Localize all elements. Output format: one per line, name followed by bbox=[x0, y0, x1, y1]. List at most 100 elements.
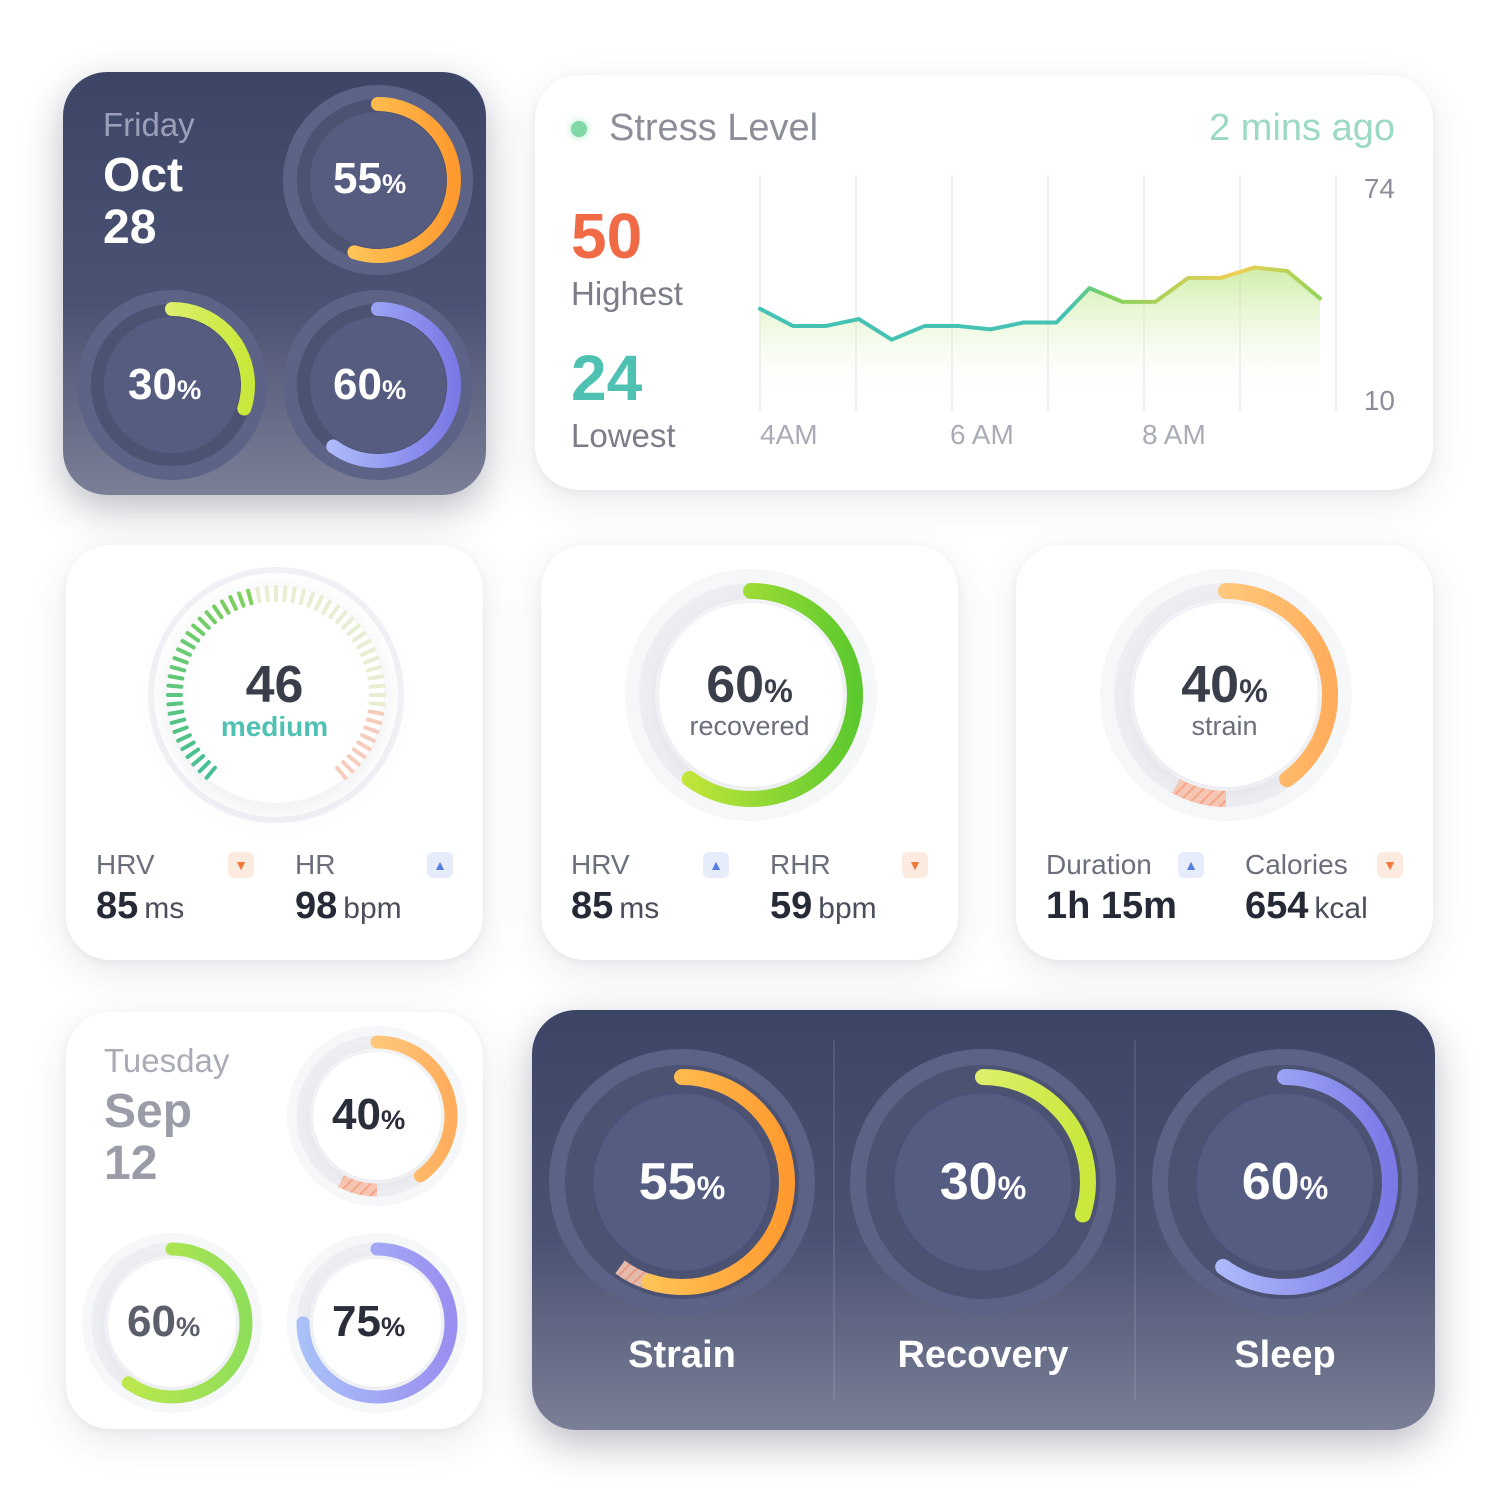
summary-card[interactable]: 55% Strain 30% Recovery 60% Sleep bbox=[532, 1010, 1435, 1430]
gauge-label: medium bbox=[220, 711, 329, 742]
gauge-tick bbox=[360, 733, 376, 743]
gauge-tick bbox=[166, 683, 184, 689]
gauge-tick bbox=[264, 585, 270, 603]
stress-series-line bbox=[758, 265, 1322, 342]
gauge-tick bbox=[197, 760, 211, 774]
highest-label: Highest bbox=[571, 275, 683, 312]
gauge-tick bbox=[346, 623, 361, 636]
gauge-tick bbox=[220, 599, 231, 615]
x-tick-label: 4AM bbox=[760, 419, 818, 450]
triangle-down-icon: ▼ bbox=[1377, 852, 1403, 878]
ring-value: 55% bbox=[333, 154, 407, 203]
triangle-up-icon: ▲ bbox=[427, 852, 453, 878]
gauge-tick bbox=[368, 683, 386, 689]
status-dot bbox=[571, 121, 587, 137]
stress-level-card[interactable]: Stress Level 2 mins ago 50 Highest 24 Lo… bbox=[535, 75, 1433, 490]
stress-area bbox=[760, 267, 1320, 405]
stat-label-duration: Duration bbox=[1046, 849, 1152, 880]
gauge-tick bbox=[368, 701, 386, 707]
date-day: 12 bbox=[104, 1137, 158, 1190]
card-title: Stress Level bbox=[609, 107, 819, 149]
gauge-tick bbox=[204, 765, 217, 780]
date-day: 28 bbox=[103, 201, 157, 254]
triangle-down-icon: ▼ bbox=[902, 852, 928, 878]
day-label: Tuesday bbox=[104, 1042, 230, 1079]
stat-label-hrv: HRV bbox=[96, 849, 155, 880]
gauge-tick bbox=[363, 725, 380, 734]
ring-30-dark bbox=[77, 290, 267, 480]
gauge-tick bbox=[346, 754, 361, 767]
gauge-tick bbox=[185, 631, 201, 643]
date-widget-light[interactable]: Tuesday Sep 12 40% 60% 75% bbox=[66, 1012, 483, 1429]
lowest-label: Lowest bbox=[571, 417, 676, 454]
gauge-tick bbox=[166, 701, 184, 707]
date-month: Sep bbox=[104, 1085, 193, 1138]
ring-55-dark bbox=[283, 85, 473, 275]
gauge-tick bbox=[180, 639, 196, 650]
ring-75-light bbox=[287, 1233, 467, 1413]
ring-40-light bbox=[287, 1026, 467, 1206]
gauge-tick bbox=[328, 604, 340, 620]
gauge-tick bbox=[321, 599, 332, 615]
strain-ring bbox=[1100, 569, 1352, 821]
y-tick-label: 74 bbox=[1363, 173, 1395, 204]
strain-card[interactable]: 40% strain Duration ▲ 1h 15m Calories ▼ … bbox=[1016, 545, 1433, 960]
ring-value: 30% bbox=[939, 1153, 1027, 1211]
gauge-tick bbox=[255, 586, 262, 604]
gauge-tick bbox=[356, 740, 372, 751]
triangle-up-icon: ▲ bbox=[1178, 852, 1204, 878]
x-tick-label: 8 AM bbox=[1142, 419, 1206, 450]
gauge-tick bbox=[290, 586, 297, 604]
gauge bbox=[148, 567, 404, 823]
ring-60-light bbox=[82, 1233, 262, 1413]
divider bbox=[833, 1040, 835, 1400]
ring-60-dark bbox=[283, 290, 473, 480]
ring-value: 60% bbox=[706, 656, 793, 714]
gauge-tick bbox=[167, 709, 185, 716]
ring-label: recovered bbox=[689, 711, 810, 741]
gauge-tick bbox=[282, 585, 288, 603]
x-tick-label: 6 AM bbox=[950, 419, 1014, 450]
summary-label-recovery: Recovery bbox=[897, 1334, 1069, 1376]
summary-label-strain: Strain bbox=[628, 1334, 736, 1376]
triangle-up-icon: ▲ bbox=[703, 852, 729, 878]
gauge-tick bbox=[367, 709, 385, 716]
summary-label-sleep: Sleep bbox=[1234, 1334, 1336, 1376]
ring-value: 60% bbox=[127, 1297, 201, 1346]
sleep-ring-large bbox=[1152, 1049, 1418, 1315]
stress-line-chart bbox=[758, 175, 1337, 411]
gauge-tick bbox=[363, 656, 380, 665]
gauge-tick bbox=[314, 595, 324, 611]
gauge-tick bbox=[197, 616, 211, 630]
gauge-tick bbox=[306, 591, 315, 608]
gauge-tick bbox=[172, 656, 189, 665]
gauge-tick bbox=[335, 610, 348, 625]
ring-value: 75% bbox=[332, 1297, 406, 1346]
ring-value: 60% bbox=[1241, 1153, 1329, 1211]
hatch-segment bbox=[1172, 778, 1227, 807]
recovery-ring bbox=[625, 569, 877, 821]
gauge-tick bbox=[228, 595, 238, 611]
gauge-tick bbox=[204, 610, 217, 625]
stat-value-hr: 98 bpm bbox=[295, 885, 402, 927]
gauge-tick bbox=[298, 588, 306, 606]
gauge-tick bbox=[246, 588, 254, 606]
gauge-tick bbox=[365, 717, 383, 725]
date-widget-dark[interactable]: Friday Oct 28 55% 30% 60% bbox=[63, 72, 486, 495]
ring-value: 40% bbox=[332, 1090, 406, 1139]
gauge-tick bbox=[341, 616, 355, 630]
gauge-value: 46 bbox=[245, 656, 304, 714]
ring-label: strain bbox=[1191, 711, 1258, 741]
gauge-tick bbox=[367, 674, 385, 681]
gauge-tick bbox=[212, 604, 224, 620]
gauge-tick bbox=[335, 765, 348, 780]
recovery-card[interactable]: 60% recovered HRV ▲ 85 ms RHR ▼ 59 bpm bbox=[541, 545, 958, 960]
day-label: Friday bbox=[103, 106, 195, 143]
y-tick-label: 10 bbox=[1363, 385, 1395, 416]
stat-value-duration: 1h 15m bbox=[1046, 885, 1177, 927]
hrv-gauge-card[interactable]: 46 medium HRV ▼ 85 ms HR ▲ 98 bpm bbox=[66, 545, 483, 960]
gauge-tick bbox=[185, 747, 201, 759]
ring-progress bbox=[295, 97, 461, 263]
date-month: Oct bbox=[103, 149, 184, 202]
stat-label-hrv: HRV bbox=[571, 849, 630, 880]
